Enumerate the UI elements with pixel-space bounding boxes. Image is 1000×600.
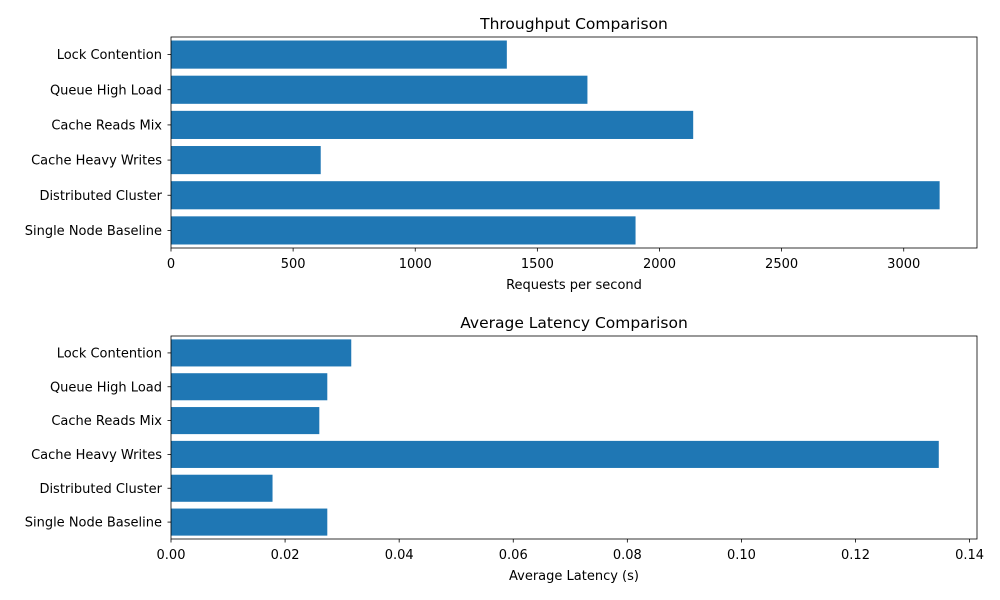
- y-tick-label: Single Node Baseline: [25, 516, 162, 531]
- axes-frame: [170, 36, 978, 249]
- bar-cache-heavy-writes: [171, 440, 939, 468]
- x-tick-label: 0.12: [841, 548, 870, 563]
- x-tick-label: 0.02: [271, 548, 300, 563]
- x-tick-label: 0.00: [157, 548, 186, 563]
- x-tick-label: 0.10: [727, 548, 756, 563]
- y-tick-label: Distributed Cluster: [39, 482, 162, 497]
- bar-lock-contention: [171, 40, 507, 69]
- bar-cache-reads-mix: [171, 407, 320, 435]
- x-tick-label: 1500: [521, 257, 554, 272]
- chart-title: Average Latency Comparison: [460, 314, 688, 332]
- y-tick-label: Distributed Cluster: [39, 189, 162, 204]
- x-tick-label: 3000: [887, 257, 920, 272]
- x-tick-label: 2500: [765, 257, 798, 272]
- y-tick-label: Queue High Load: [50, 380, 162, 395]
- bar-distributed-cluster: [171, 474, 273, 502]
- bar-lock-contention: [171, 339, 352, 367]
- bar-cache-heavy-writes: [171, 146, 321, 175]
- x-tick-label: 0.06: [499, 548, 528, 563]
- y-tick-label: Single Node Baseline: [25, 224, 162, 239]
- bar-single-node-baseline: [171, 216, 636, 245]
- y-tick-label: Lock Contention: [57, 346, 162, 361]
- throughput-chart: Single Node Baseline Distributed Cluster C…: [25, 15, 978, 293]
- bar-queue-high-load: [171, 373, 328, 401]
- latency-chart: Single Node Baseline Distributed Cluster C…: [25, 314, 984, 584]
- bar-single-node-baseline: [171, 508, 328, 536]
- y-tick-label: Cache Reads Mix: [51, 118, 162, 133]
- x-tick-label: 0.04: [385, 548, 414, 563]
- x-tick-label: 2000: [643, 257, 676, 272]
- axes-frame: [170, 335, 978, 540]
- x-tick-label: 0.14: [955, 548, 984, 563]
- x-axis-label: Average Latency (s): [509, 569, 639, 584]
- y-tick-label: Cache Heavy Writes: [31, 154, 162, 169]
- bar-distributed-cluster: [171, 181, 940, 210]
- x-tick-label: 1000: [399, 257, 432, 272]
- x-tick-label: 500: [281, 257, 306, 272]
- y-tick-label: Queue High Load: [50, 83, 162, 98]
- chart-title: Throughput Comparison: [479, 15, 668, 33]
- bar-cache-reads-mix: [171, 110, 694, 139]
- x-tick-label: 0: [167, 257, 175, 272]
- y-tick-label: Cache Reads Mix: [51, 414, 162, 429]
- y-tick-label: Lock Contention: [57, 48, 162, 63]
- x-axis-label: Requests per second: [506, 278, 642, 293]
- bar-queue-high-load: [171, 75, 588, 104]
- y-tick-label: Cache Heavy Writes: [31, 448, 162, 463]
- x-tick-label: 0.08: [613, 548, 642, 563]
